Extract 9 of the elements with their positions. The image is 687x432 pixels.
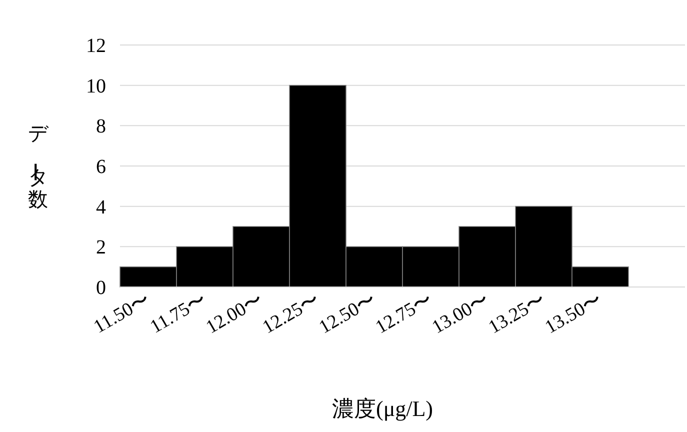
y-tick-label: 0 [96,277,106,299]
x-tick-label: 13.50〜 [542,289,606,338]
y-tick-label: 12 [86,35,106,57]
y-tick-label: 10 [86,75,106,98]
y-tick-label: 2 [96,236,106,259]
y-tick-label: 8 [96,116,106,138]
x-axis-title: 濃度(μg/L) [332,396,433,421]
y-tick-label: 4 [96,196,106,218]
y-tick-label: 6 [96,156,106,178]
